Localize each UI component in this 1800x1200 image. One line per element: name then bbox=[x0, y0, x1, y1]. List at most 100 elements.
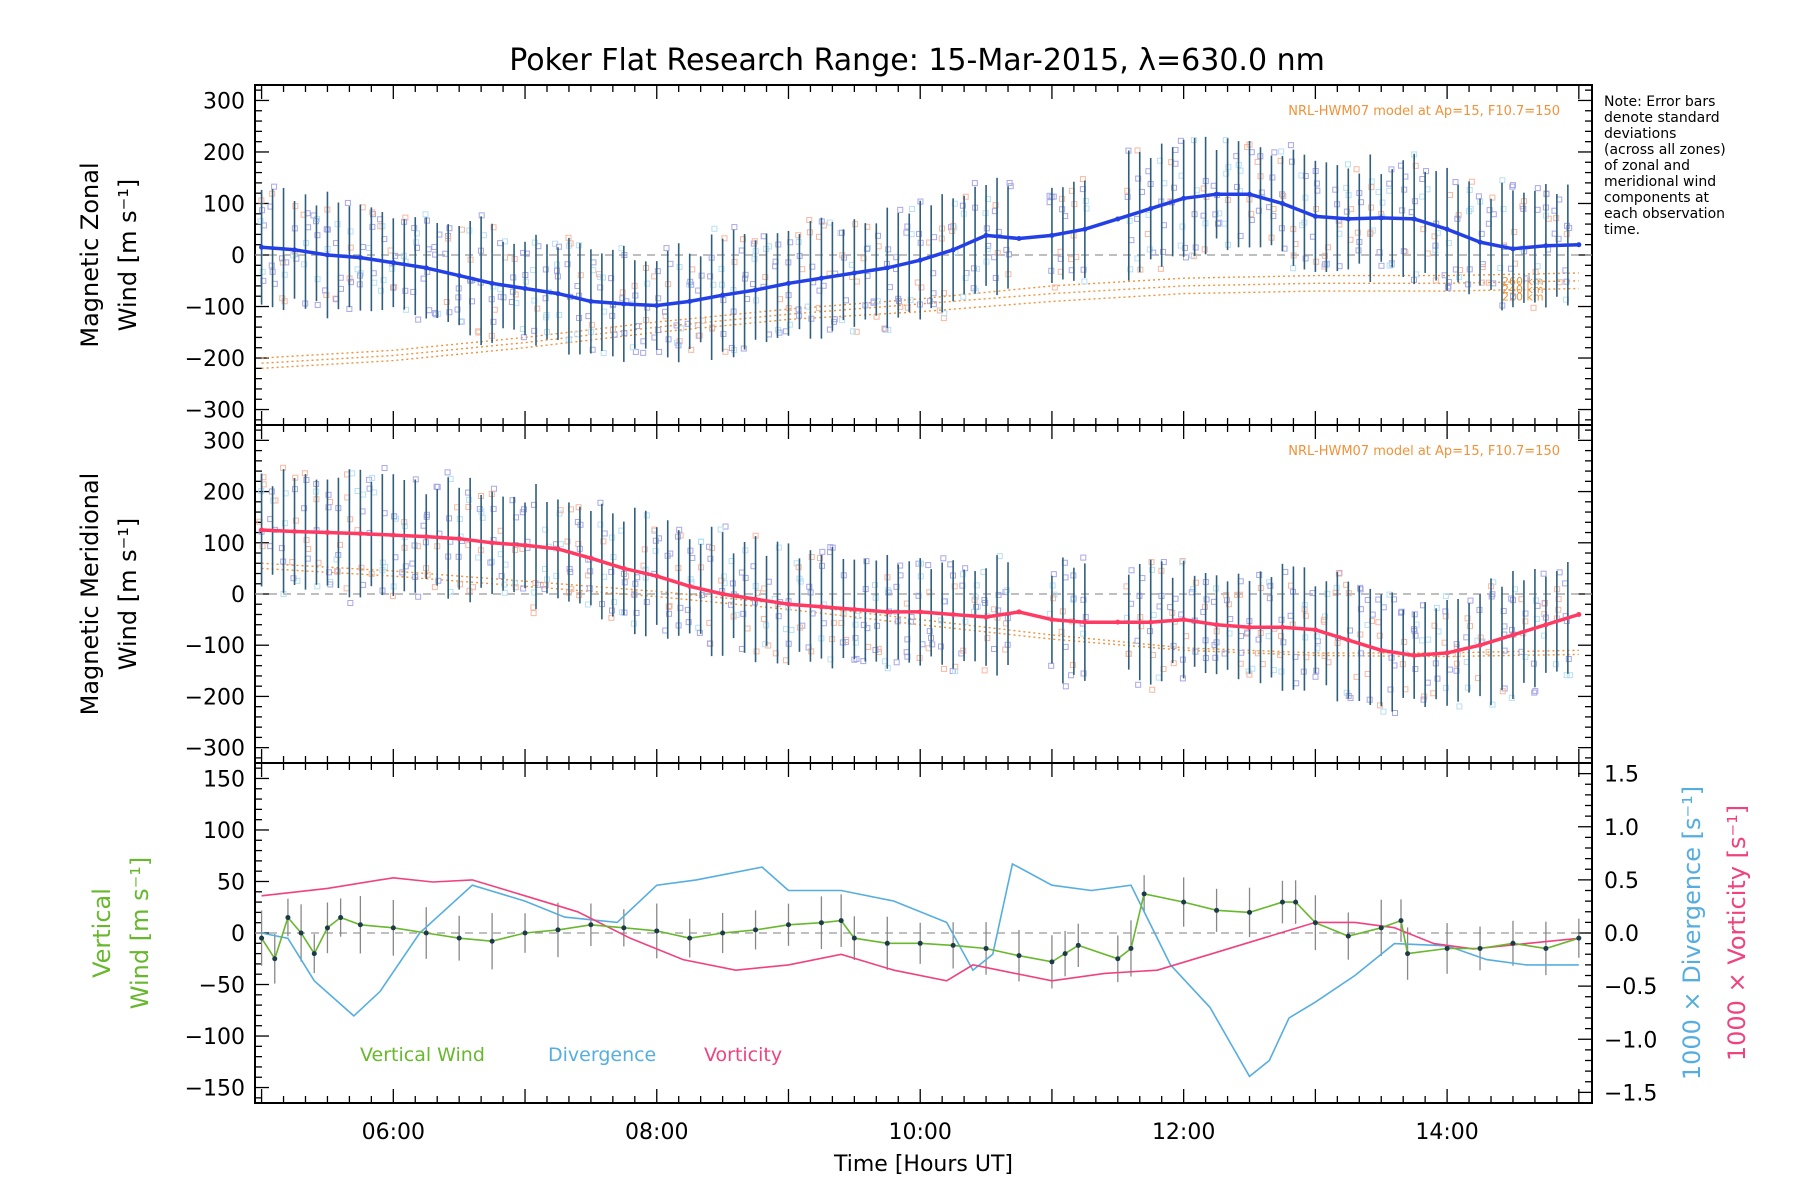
scatter-point bbox=[819, 548, 826, 555]
scatter-point bbox=[738, 569, 745, 576]
y-axis-label-line1: Magnetic Zonal bbox=[76, 162, 104, 347]
scatter-point bbox=[838, 229, 845, 236]
scatter-point bbox=[415, 316, 422, 323]
scatter-point bbox=[959, 571, 966, 578]
scatter-point bbox=[644, 280, 651, 287]
vertical-wind-point bbox=[456, 935, 462, 941]
scatter-point bbox=[1375, 596, 1382, 603]
scatter-point bbox=[1127, 266, 1134, 273]
scatter-point bbox=[762, 641, 769, 648]
scatter-point bbox=[916, 230, 923, 237]
scatter-point bbox=[325, 491, 332, 498]
scatter-point bbox=[1203, 596, 1210, 603]
scatter-point bbox=[608, 568, 615, 575]
scatter-point bbox=[621, 579, 628, 586]
scatter-point bbox=[984, 635, 991, 642]
meridional-wind-point bbox=[390, 532, 396, 538]
divergence-axis-label: 1000 × Divergence [s⁻¹] bbox=[1678, 786, 1706, 1080]
scatter-point bbox=[575, 504, 582, 511]
y-tick-label: −100 bbox=[185, 634, 245, 659]
meridional-wind-point bbox=[522, 542, 528, 548]
note-line: components at bbox=[1604, 190, 1710, 206]
y2-tick-label: 1.5 bbox=[1604, 763, 1639, 788]
scatter-point bbox=[816, 555, 823, 562]
vertical-wind-point bbox=[1181, 899, 1187, 905]
scatter-point bbox=[1006, 179, 1013, 186]
scatter-point bbox=[886, 284, 893, 291]
scatter-point bbox=[501, 581, 508, 588]
scatter-point bbox=[852, 639, 859, 646]
zonal-wind-point bbox=[555, 291, 561, 297]
scatter-point bbox=[1391, 709, 1398, 716]
scatter-point bbox=[633, 609, 640, 616]
vertical-wind-point bbox=[1543, 945, 1549, 951]
scatter-point bbox=[497, 286, 504, 293]
scatter-point bbox=[377, 287, 384, 294]
meridional-wind-point bbox=[1279, 624, 1285, 630]
scatter-point bbox=[786, 321, 793, 328]
scatter-point bbox=[600, 538, 607, 545]
scatter-point bbox=[1168, 159, 1175, 166]
scatter-point bbox=[1466, 623, 1473, 630]
scatter-point bbox=[1497, 265, 1504, 272]
scatter-point bbox=[1068, 672, 1075, 679]
vertical-wind-point bbox=[884, 940, 890, 946]
scatter-point bbox=[872, 581, 879, 588]
scatter-point bbox=[1321, 261, 1328, 268]
vertical-wind-point bbox=[1312, 920, 1318, 926]
scatter-point bbox=[1172, 146, 1179, 153]
scatter-point bbox=[391, 283, 398, 290]
zonal-wind-point bbox=[1345, 216, 1351, 222]
meridional-wind-point bbox=[818, 604, 824, 610]
scatter-point bbox=[643, 512, 650, 519]
vertical-wind-point bbox=[1075, 942, 1081, 948]
zonal-wind-point bbox=[1148, 206, 1154, 212]
scatter-point bbox=[654, 268, 661, 275]
scatter-point bbox=[1150, 612, 1157, 619]
scatter-point bbox=[962, 618, 969, 625]
scatter-point bbox=[865, 643, 872, 650]
y-axis-label-line1: Vertical bbox=[88, 888, 116, 978]
zonal-wind-point bbox=[1082, 226, 1088, 232]
scatter-point bbox=[491, 306, 498, 313]
scatter-point bbox=[1509, 626, 1516, 633]
scatter-point bbox=[897, 206, 904, 213]
scatter-point bbox=[938, 643, 945, 650]
meridional-wind-point bbox=[851, 606, 857, 612]
vorticity-line bbox=[261, 876, 1579, 982]
scatter-point bbox=[721, 235, 728, 242]
scatter-point bbox=[973, 582, 980, 589]
y-tick-label: 300 bbox=[203, 89, 245, 114]
scatter-point bbox=[1412, 632, 1419, 639]
scatter-point bbox=[314, 276, 321, 283]
scatter-point bbox=[457, 581, 464, 588]
scatter-point bbox=[542, 266, 549, 273]
figure-title: Poker Flat Research Range: 15-Mar-2015, … bbox=[509, 43, 1325, 78]
zonal-wind-point bbox=[1378, 215, 1384, 221]
scatter-point bbox=[1080, 630, 1087, 637]
scatter-point bbox=[782, 626, 789, 633]
scatter-point bbox=[564, 261, 571, 268]
scatter-point bbox=[1566, 224, 1573, 231]
scatter-point bbox=[552, 240, 559, 247]
scatter-point bbox=[1146, 246, 1153, 253]
scatter-point bbox=[1386, 187, 1393, 194]
vertical-wind-point bbox=[588, 922, 594, 928]
scatter-point bbox=[1302, 612, 1309, 619]
scatter-point bbox=[1325, 244, 1332, 251]
scatter-point bbox=[1465, 281, 1472, 288]
scatter-point bbox=[490, 318, 497, 325]
scatter-point bbox=[874, 298, 881, 305]
note-line: of zonal and bbox=[1604, 158, 1690, 174]
vertical-wind-point bbox=[272, 956, 278, 962]
scatter-point bbox=[795, 238, 802, 245]
scatter-point bbox=[1419, 637, 1426, 644]
scatter-point bbox=[1464, 615, 1471, 622]
scatter-point bbox=[720, 330, 727, 337]
scatter-point bbox=[454, 306, 461, 313]
vertical-wind-point bbox=[1247, 909, 1253, 915]
scatter-point bbox=[1080, 554, 1087, 561]
scatter-point bbox=[334, 568, 341, 575]
scatter-point bbox=[314, 232, 321, 239]
meridional-wind-point bbox=[1345, 637, 1351, 643]
